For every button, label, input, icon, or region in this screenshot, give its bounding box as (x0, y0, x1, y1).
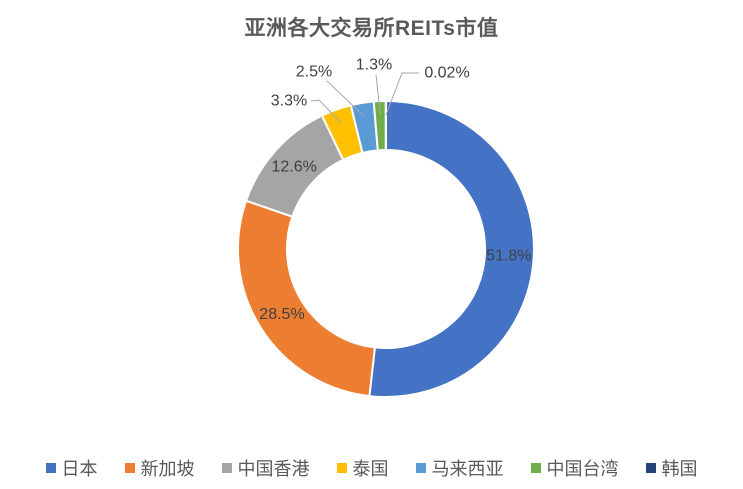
data-label: 51.8% (486, 247, 531, 264)
legend-label: 泰国 (352, 459, 389, 479)
data-label: 12.6% (271, 159, 316, 176)
leader-line (326, 80, 365, 118)
legend-swatch (124, 463, 135, 473)
legend-swatch (221, 463, 232, 473)
legend-swatch (45, 463, 56, 473)
legend-label: 日本 (61, 459, 98, 479)
slice-日本 (368, 99, 535, 398)
legend-item-中国香港: 中国香港 (221, 455, 310, 481)
leader-line (375, 74, 381, 116)
leader-line (310, 99, 342, 124)
legend-label: 韩国 (661, 459, 698, 479)
slice-新加坡 (236, 199, 376, 398)
legend-swatch (530, 463, 541, 473)
leader-line (385, 72, 419, 116)
legend-item-中国台湾: 中国台湾 (530, 455, 619, 481)
legend-swatch (336, 463, 347, 473)
legend-label: 新加坡 (140, 459, 195, 479)
legend-item-新加坡: 新加坡 (124, 455, 195, 481)
legend-item-韩国: 韩国 (645, 455, 698, 481)
data-label: 3.3% (271, 93, 307, 110)
data-label: 0.02% (424, 65, 469, 82)
legend-item-马来西亚: 马来西亚 (415, 455, 504, 481)
chart-legend: 日本 新加坡 中国香港 泰国 马来西亚 中国台湾 韩国 (0, 455, 743, 481)
legend-label: 中国香港 (237, 459, 310, 479)
data-label: 1.3% (356, 57, 392, 74)
legend-label: 马来西亚 (431, 459, 504, 479)
legend-swatch (415, 463, 426, 473)
legend-item-日本: 日本 (45, 455, 98, 481)
data-label: 28.5% (259, 306, 304, 323)
data-label: 2.5% (296, 64, 332, 81)
legend-label: 中国台湾 (546, 459, 619, 479)
chart-title: 亚洲各大交易所REITs市值 (244, 17, 499, 40)
legend-item-泰国: 泰国 (336, 455, 389, 481)
legend-swatch (645, 463, 656, 473)
